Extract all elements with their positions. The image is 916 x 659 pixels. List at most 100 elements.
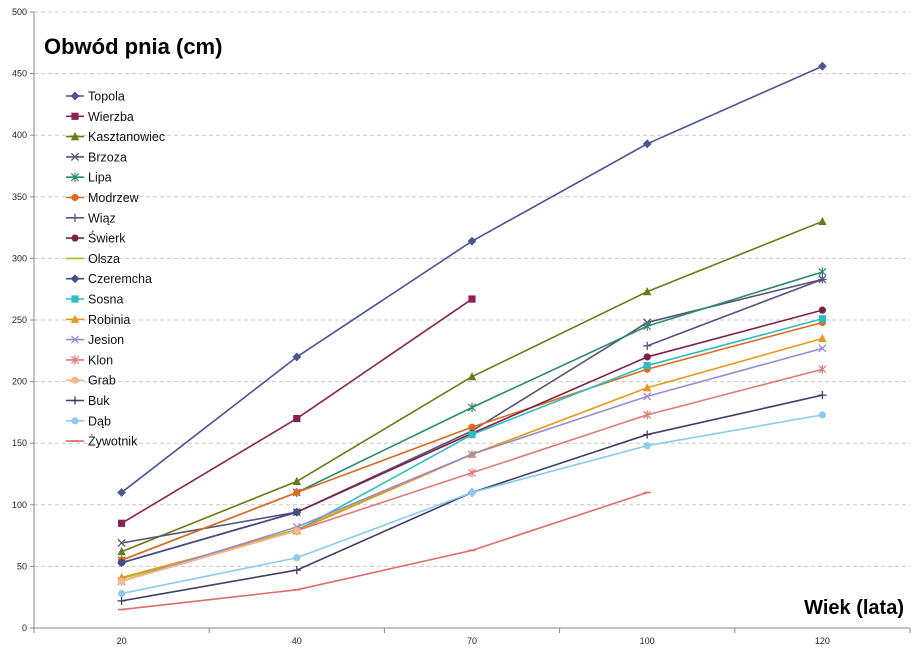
x-tick-label: 100 <box>640 636 655 646</box>
legend-label: Lipa <box>88 171 112 185</box>
x-tick-label: 20 <box>117 636 127 646</box>
series-line <box>296 317 823 532</box>
series-klon <box>117 364 827 586</box>
legend-item: Czeremcha <box>66 272 152 286</box>
plus-marker <box>643 430 652 439</box>
series-topola <box>117 61 827 497</box>
series-grab <box>118 527 301 585</box>
circle-marker <box>71 417 79 425</box>
legend-item: Modrzew <box>66 191 140 205</box>
diamond-marker <box>292 352 302 362</box>
x-marker <box>643 392 652 401</box>
series-lines <box>117 61 827 611</box>
x-marker <box>70 152 80 161</box>
square-marker <box>71 295 79 303</box>
star-marker <box>643 321 652 331</box>
plus-marker <box>70 213 80 222</box>
legend-item: Świerk <box>66 231 126 246</box>
series-wiąz <box>643 275 827 350</box>
chart-title: Obwód pnia (cm) <box>44 34 222 59</box>
legend: Topola Wierzba Kasztanowiec Brzoza Lipa Modrz… <box>66 90 165 449</box>
triangle-marker <box>467 372 477 381</box>
square-marker <box>118 519 126 527</box>
x-marker <box>467 450 477 459</box>
series-żywotnik <box>118 491 651 611</box>
legend-label: Wierzba <box>88 110 134 124</box>
circle-marker <box>468 423 476 431</box>
series-line <box>121 491 648 611</box>
series-dąb <box>118 411 827 598</box>
legend-label: Brzoza <box>88 150 127 164</box>
legend-item: Wierzba <box>66 110 134 124</box>
series-line <box>121 529 298 582</box>
star-marker <box>467 468 477 478</box>
legend-label: Świerk <box>88 231 126 246</box>
gridlines <box>34 11 910 567</box>
diamond-marker <box>117 558 126 568</box>
plus-marker <box>117 596 126 605</box>
legend-item: Lipa <box>66 171 112 185</box>
legend-label: Klon <box>88 353 113 367</box>
legend-item: Olsza <box>66 252 120 266</box>
legend-label: Dąb <box>88 414 111 428</box>
plus-marker <box>643 341 652 350</box>
x-tick-label: 120 <box>815 636 830 646</box>
x-marker <box>818 344 827 353</box>
circle-marker <box>71 376 79 384</box>
circle-marker <box>118 589 126 598</box>
diamond-marker <box>117 488 126 497</box>
legend-item: Kasztanowiec <box>66 130 165 144</box>
legend-item: Grab <box>66 374 116 388</box>
legend-item: Sosna <box>66 293 123 307</box>
legend-label: Czeremcha <box>88 272 152 286</box>
legend-label: Topola <box>88 90 125 104</box>
legend-item: Buk <box>66 394 110 408</box>
legend-label: Jesion <box>88 333 124 347</box>
x-tick-label: 40 <box>292 636 302 646</box>
axes: 0 50 100 150 200 250 300 350 400 450 500 20 40 70 100 1… <box>12 7 911 646</box>
plus-marker <box>818 275 827 284</box>
x-axis-label: Wiek (lata) <box>804 597 904 619</box>
triangle-marker <box>818 216 827 226</box>
y-tick-label: 200 <box>12 377 27 387</box>
legend-label: Olsza <box>88 252 120 266</box>
diamond-marker <box>818 61 827 71</box>
series-kasztanowiec <box>117 216 827 556</box>
legend-item: Robinia <box>66 313 130 327</box>
legend-item: Brzoza <box>66 150 127 164</box>
diamond-marker <box>70 91 80 101</box>
series-line <box>646 278 823 347</box>
triangle-marker <box>70 132 80 141</box>
circle-marker <box>293 527 301 535</box>
triangle-marker <box>818 333 827 343</box>
diamond-marker <box>292 507 302 517</box>
y-tick-label: 100 <box>12 500 27 510</box>
legend-item: Topola <box>66 90 125 104</box>
x-marker <box>70 335 80 344</box>
triangle-marker <box>643 287 652 296</box>
triangle-marker <box>117 547 126 556</box>
y-tick-label: 0 <box>22 623 27 633</box>
series-line <box>121 511 298 564</box>
y-tick-label: 450 <box>12 69 27 79</box>
y-tick-label: 400 <box>12 130 27 140</box>
x-marker <box>117 538 126 548</box>
legend-label: Modrzew <box>88 191 140 205</box>
circle-marker <box>293 554 301 562</box>
y-tick-label: 50 <box>17 561 27 571</box>
square-marker <box>293 414 301 423</box>
circle-marker <box>71 193 79 202</box>
series-modrzew <box>118 318 827 564</box>
triangle-marker <box>643 383 652 392</box>
star-marker <box>818 364 827 374</box>
diamond-marker <box>70 274 80 284</box>
triangle-marker <box>70 314 80 323</box>
y-tick-label: 150 <box>12 438 27 448</box>
legend-label: Grab <box>88 374 116 388</box>
square-marker <box>468 295 476 303</box>
series-jesion <box>117 344 827 586</box>
square-marker <box>468 430 476 439</box>
square-marker <box>71 112 79 120</box>
